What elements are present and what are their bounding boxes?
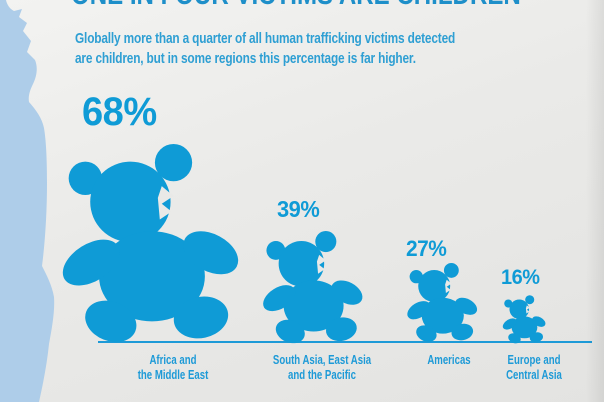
person-silhouette-icon: [0, 0, 55, 402]
category-label-line: Europe and: [507, 352, 561, 367]
category-label-line: and the Pacific: [288, 367, 356, 382]
category-label-africa-middle-east: Africa and the Middle East: [99, 352, 247, 382]
category-label-line: Americas: [427, 352, 471, 367]
teddy-bear-icon: [404, 263, 480, 343]
category-label-line: Africa and: [149, 352, 197, 367]
value-label-americas: 27%: [406, 236, 447, 261]
subtitle: Globally more than a quarter of all huma…: [75, 29, 455, 69]
value-label-europe-central-asia: 16%: [501, 266, 540, 289]
category-label-line: the Middle East: [137, 367, 209, 382]
value-label-africa-middle-east: 68%: [82, 90, 157, 134]
category-label-line: Central Asia: [506, 367, 562, 382]
subtitle-line-2: are children, but in some regions this p…: [75, 50, 416, 67]
category-label-south-east-asia-pacific: South Asia, East Asia and the Pacific: [248, 352, 396, 382]
category-label-line: South Asia, East Asia: [272, 352, 372, 367]
value-label-south-east-asia-pacific: 39%: [277, 196, 320, 222]
teddy-bear-icon: [500, 295, 548, 344]
subtitle-line-1: Globally more than a quarter of all huma…: [75, 30, 456, 47]
teddy-bear-icon: [54, 144, 246, 345]
category-label-americas: Americas: [375, 352, 523, 367]
page-title: ONE IN FOUR VICTIMS ARE CHILDREN: [71, 0, 521, 10]
teddy-bear-icon: [258, 231, 367, 345]
category-label-europe-central-asia: Europe and Central Asia: [460, 352, 604, 382]
chart-baseline: [98, 341, 592, 343]
